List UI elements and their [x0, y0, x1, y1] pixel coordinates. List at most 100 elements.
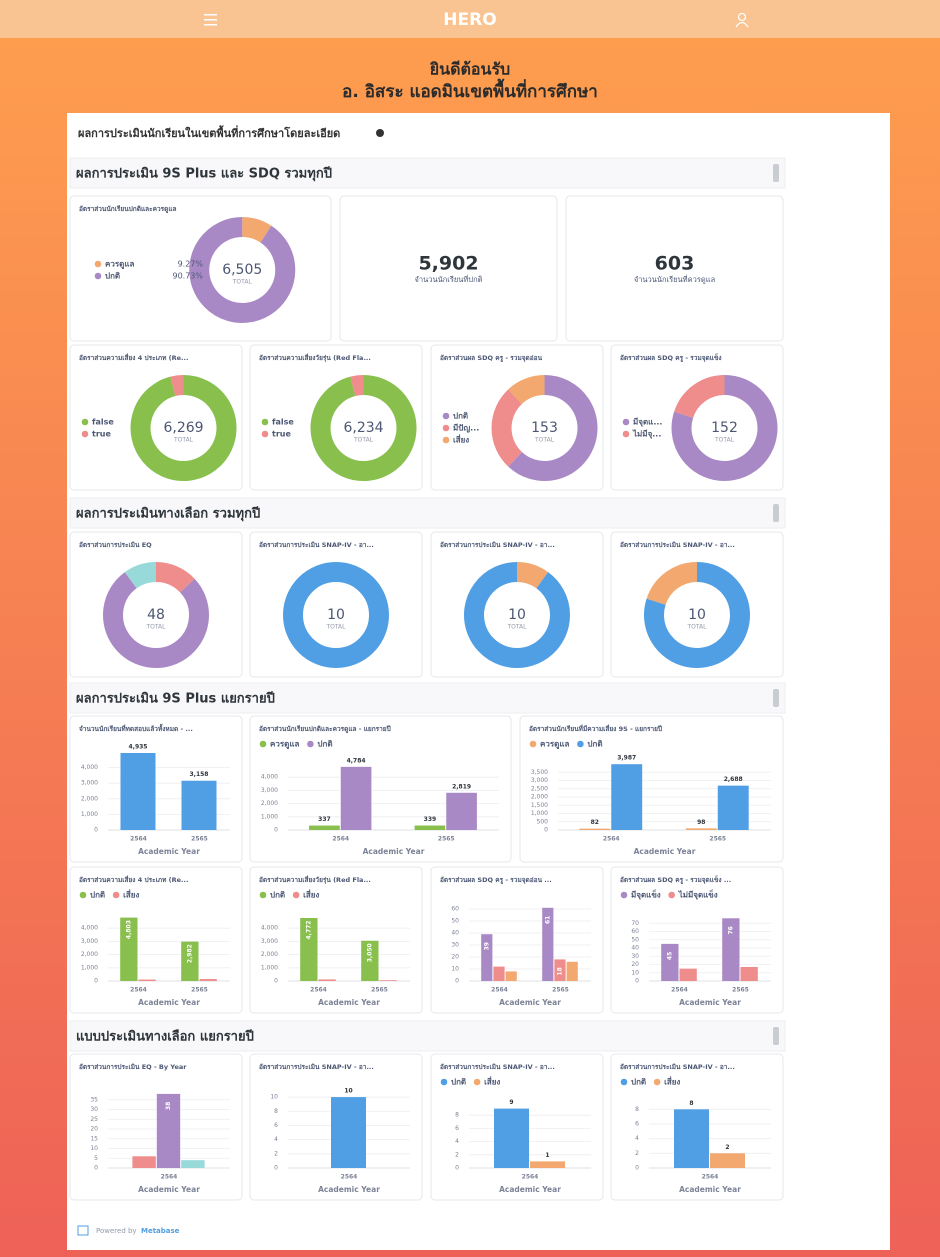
- scroll-control[interactable]: [773, 164, 779, 182]
- user-icon[interactable]: [737, 12, 747, 22]
- bar-label: 38: [165, 1102, 172, 1110]
- section-title: ผลการประเมินทางเลือก รวมทุกปี: [76, 506, 260, 522]
- bar: [361, 940, 379, 981]
- donut-slice: [674, 375, 726, 419]
- x-axis-label: Academic Year: [634, 847, 696, 856]
- menu-icon[interactable]: [204, 24, 217, 26]
- card: [69, 866, 243, 1014]
- y-tick-label: 10: [451, 966, 459, 973]
- donut-caption: TOTAL: [686, 624, 707, 631]
- bar-label: 2,819: [452, 783, 471, 790]
- section-title: แบบประเมินทางเลือก แยกรายปี: [76, 1029, 254, 1045]
- bar: [710, 1153, 745, 1168]
- legend-label: เสี่ยง: [453, 434, 469, 445]
- y-tick-label: 8: [455, 1112, 459, 1119]
- bar: [300, 918, 318, 981]
- card-title: อัตราส่วนความเสี่ยงวัยรุ่น (Red Fla...: [259, 352, 371, 362]
- scroll-control[interactable]: [773, 689, 779, 707]
- legend-label: เสี่ยง: [484, 1076, 500, 1087]
- donut-slice: [508, 375, 598, 481]
- card-title: อัตราส่วนการประเมิน SNAP-IV - อา...: [440, 541, 555, 549]
- legend-label: ปกติ: [317, 740, 332, 749]
- footer-brand[interactable]: Metabase: [141, 1227, 180, 1235]
- y-tick-label: 0: [274, 1165, 278, 1172]
- y-tick-label: 20: [90, 1126, 98, 1133]
- donut-slice: [350, 375, 364, 397]
- bar: [181, 780, 217, 830]
- y-tick-label: 25: [90, 1116, 98, 1123]
- x-tick-label: 2564: [161, 1174, 178, 1181]
- x-axis-label: Academic Year: [499, 1185, 561, 1194]
- card-title: อัตราส่วนความเสี่ยงวัยรุ่น (Red Fla...: [259, 874, 371, 884]
- legend-dot: [81, 430, 89, 438]
- donut-caption: TOTAL: [714, 437, 735, 444]
- bar: [579, 828, 611, 830]
- donut-slice: [130, 375, 237, 481]
- card-title: อัตราส่วนนักเรียนปกติและควรดูแล: [79, 205, 177, 214]
- info-icon[interactable]: [376, 129, 384, 137]
- y-tick-label: 1,000: [531, 810, 548, 817]
- donut-caption: TOTAL: [506, 624, 527, 631]
- donut-slice: [241, 217, 272, 243]
- y-tick-label: 0: [455, 978, 459, 985]
- y-tick-label: 50: [631, 936, 639, 943]
- card-title: อัตราส่วนความเสี่ยง 4 ประเภท (Re...: [79, 874, 188, 884]
- donut-slice: [103, 572, 209, 668]
- legend-label: ควรดูแล: [540, 740, 569, 750]
- menu-icon[interactable]: [204, 14, 217, 16]
- bar-label: 39: [483, 942, 490, 950]
- donut-slice: [310, 375, 417, 481]
- y-tick-label: 3,000: [261, 787, 278, 794]
- brand: HERO: [443, 10, 496, 30]
- bar: [685, 828, 717, 830]
- y-tick-label: 2,000: [261, 951, 278, 958]
- bar-label: 3,987: [617, 755, 636, 762]
- donut-slice: [124, 562, 157, 589]
- y-tick-label: 0: [94, 1165, 98, 1172]
- legend-dot: [442, 436, 450, 444]
- legend-dot: [653, 1078, 661, 1086]
- donut-slice: [491, 389, 523, 467]
- legend-label: true: [272, 430, 291, 439]
- top-bar: [0, 0, 940, 38]
- y-tick-label: 4,000: [81, 925, 98, 932]
- donut-total: 6,234: [343, 420, 383, 436]
- bar-label: 3,158: [190, 771, 209, 778]
- y-tick-label: 50: [451, 918, 459, 925]
- legend-label: เสี่ยง: [123, 889, 139, 900]
- y-tick-label: 0: [274, 827, 278, 834]
- y-tick-label: 2,000: [261, 800, 278, 807]
- legend-label: false: [92, 418, 114, 427]
- bar-label: 4,772: [305, 921, 312, 940]
- menu-icon[interactable]: [204, 19, 217, 21]
- panel-title: ผลการประเมินนักเรียนในเขตพื้นที่การศึกษา…: [78, 125, 340, 140]
- y-tick-label: 0: [455, 1165, 459, 1172]
- bar: [566, 961, 578, 981]
- scroll-control[interactable]: [773, 504, 779, 522]
- bar: [181, 1160, 205, 1168]
- section-title: ผลการประเมิน 9S Plus และ SDQ รวมทุกปี: [76, 166, 332, 182]
- bar-label: 76: [727, 926, 734, 934]
- y-tick-label: 30: [631, 953, 639, 960]
- y-tick-label: 6: [455, 1125, 459, 1132]
- welcome: ยินดีต้อนรับ: [429, 60, 510, 79]
- legend-value: 9.27%: [178, 260, 204, 269]
- scroll-control[interactable]: [773, 1027, 779, 1045]
- card-title: อัตราส่วนนักเรียนที่มีความเสี่ยง 9S - แย…: [529, 723, 662, 733]
- bar: [318, 979, 336, 981]
- legend-dot: [292, 891, 300, 899]
- x-axis-label: Academic Year: [138, 998, 200, 1007]
- bar: [331, 1097, 366, 1168]
- x-tick-label: 2565: [709, 836, 726, 843]
- legend-label: ปกติ: [453, 412, 468, 421]
- bar: [481, 934, 493, 981]
- y-tick-label: 30: [90, 1106, 98, 1113]
- x-axis-label: Academic Year: [679, 1185, 741, 1194]
- donut-total: 10: [508, 607, 526, 623]
- x-axis-label: Academic Year: [138, 847, 200, 856]
- x-tick-label: 2565: [438, 836, 455, 843]
- y-tick-label: 1,000: [81, 811, 98, 818]
- y-tick-label: 4: [274, 1136, 278, 1143]
- metric-caption: จำนวนนักเรียนที่ควรดูแล: [634, 274, 715, 284]
- y-tick-label: 40: [631, 945, 639, 952]
